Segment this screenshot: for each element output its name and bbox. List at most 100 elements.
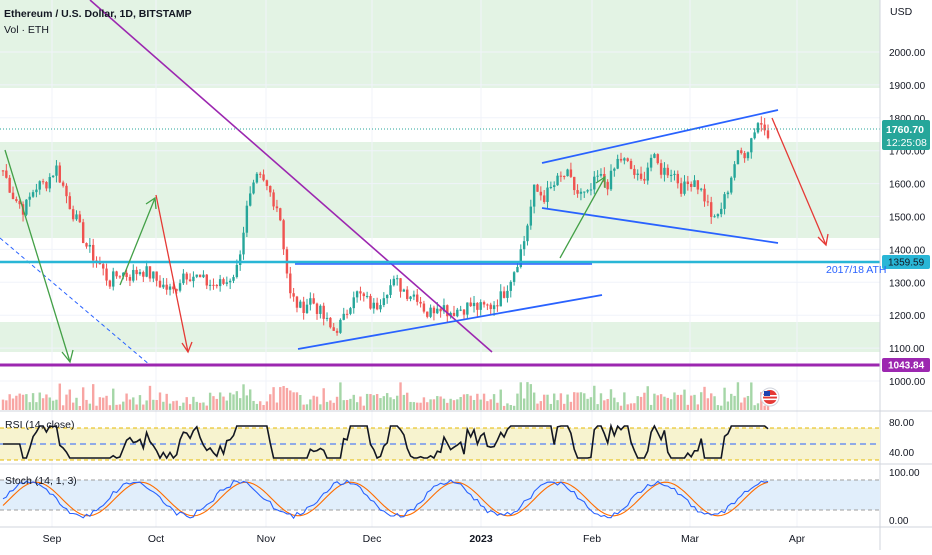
volume-bar bbox=[623, 392, 626, 410]
volume-bar bbox=[31, 393, 35, 410]
time-axis[interactable]: Sep Oct Nov Dec 2023 Feb Mar Apr bbox=[43, 533, 806, 545]
volume-bar bbox=[279, 387, 282, 410]
volume-bar bbox=[342, 400, 345, 410]
volume-bar bbox=[392, 399, 396, 410]
volume-bar bbox=[305, 404, 309, 410]
symbol-header[interactable]: Ethereum / U.S. Dollar, 1D, BITSTAMP Vol… bbox=[4, 6, 192, 38]
candle-body bbox=[596, 175, 599, 177]
volume-bar bbox=[486, 401, 489, 410]
channel-lower-line[interactable] bbox=[541, 207, 779, 244]
stoch-pane[interactable] bbox=[0, 479, 880, 520]
volume-bar bbox=[456, 399, 459, 410]
volume-bar bbox=[703, 386, 706, 410]
volume-legend[interactable]: Vol · ETH bbox=[4, 24, 49, 36]
volume-bar bbox=[659, 394, 663, 410]
symbol-title[interactable]: Ethereum / U.S. Dollar, 1D, BITSTAMP bbox=[4, 8, 192, 20]
volume-bar bbox=[198, 402, 202, 410]
candle-body bbox=[526, 225, 529, 242]
green-arrow-2[interactable] bbox=[119, 196, 157, 286]
ath-level-tag bbox=[882, 255, 930, 269]
support-level-tag bbox=[882, 358, 930, 372]
candle-body bbox=[426, 311, 429, 317]
candle-body bbox=[516, 266, 519, 273]
volume-bar bbox=[312, 395, 315, 410]
candle-body bbox=[128, 277, 132, 281]
candle-body bbox=[372, 302, 376, 309]
volume-bar bbox=[546, 394, 549, 410]
ascending-support-line[interactable] bbox=[297, 294, 603, 350]
candle-body bbox=[743, 153, 746, 159]
volume-bar bbox=[71, 402, 75, 410]
volume-bar bbox=[556, 400, 559, 410]
red-arrow-1[interactable] bbox=[155, 194, 193, 354]
volume-bar bbox=[329, 400, 332, 410]
candle-body bbox=[31, 192, 35, 197]
price-tick-label: 1300.00 bbox=[889, 278, 926, 289]
volume-bar bbox=[633, 403, 636, 410]
stoch-label[interactable]: Stoch (14, 1, 3) bbox=[5, 475, 77, 487]
ath-level-value: 1359.59 bbox=[888, 258, 925, 269]
volume-bar bbox=[262, 405, 265, 410]
green-arrow-3[interactable] bbox=[559, 175, 606, 259]
candle-body bbox=[536, 184, 539, 192]
volume-bar bbox=[522, 398, 526, 410]
rsi-tick-label: 80.00 bbox=[889, 418, 914, 429]
candle-body bbox=[118, 276, 122, 278]
price-axis[interactable]: USD 2000.00 1900.00 1800.00 1700.00 1600.00 1… bbox=[882, 6, 930, 527]
candle-body bbox=[15, 199, 18, 201]
candle-body bbox=[162, 284, 165, 288]
candle-body bbox=[606, 181, 609, 190]
volume-bar bbox=[583, 393, 586, 410]
candle-body bbox=[432, 307, 436, 314]
volume-bar bbox=[172, 401, 175, 410]
volume-bar bbox=[81, 387, 85, 410]
volume-bar bbox=[175, 400, 178, 410]
candle-body bbox=[556, 175, 559, 186]
last-price-tag bbox=[882, 120, 930, 150]
candle-body bbox=[41, 181, 45, 183]
rsi-pane[interactable] bbox=[0, 422, 880, 461]
candle-body bbox=[713, 216, 716, 218]
candle-body bbox=[669, 174, 673, 176]
volume-bar bbox=[165, 393, 168, 410]
volume-bar bbox=[138, 395, 142, 410]
candle-body bbox=[539, 191, 543, 196]
volume-bar bbox=[509, 405, 512, 410]
volume-bar bbox=[710, 393, 713, 410]
volume-bar bbox=[65, 394, 68, 410]
candle-body bbox=[566, 169, 569, 177]
volume-bar bbox=[218, 392, 222, 410]
candle-body bbox=[312, 298, 315, 304]
volume-bar bbox=[416, 402, 419, 410]
volume-bar bbox=[616, 402, 619, 410]
candle-body bbox=[345, 313, 349, 315]
us-flag-icon[interactable] bbox=[760, 387, 780, 407]
candle-body bbox=[649, 157, 653, 168]
stoch-k-line bbox=[2, 479, 769, 520]
red-arrow-2[interactable] bbox=[771, 117, 829, 247]
candle-body bbox=[466, 302, 469, 315]
volume-bar bbox=[726, 401, 730, 410]
time-axis-label: Apr bbox=[789, 533, 806, 545]
volume-bar bbox=[155, 399, 158, 410]
candle-body bbox=[309, 298, 312, 305]
candle-body bbox=[85, 243, 88, 247]
volume-bar bbox=[730, 393, 733, 410]
candle-body bbox=[335, 330, 339, 333]
green-arrow-1[interactable] bbox=[4, 149, 74, 364]
descending-trendline-purple[interactable] bbox=[89, 0, 493, 353]
drawings[interactable] bbox=[0, 0, 880, 367]
volume-bar bbox=[452, 400, 456, 410]
volume-bar bbox=[232, 394, 235, 410]
candle-body bbox=[756, 123, 760, 133]
dashed-trendline-blue[interactable] bbox=[0, 237, 151, 366]
channel-upper-line[interactable] bbox=[541, 109, 779, 164]
volume-bar bbox=[519, 382, 522, 410]
volume-bar bbox=[292, 392, 295, 410]
candle-body bbox=[61, 182, 65, 186]
volume-bar bbox=[38, 392, 41, 410]
rsi-label[interactable]: RSI (14, close) bbox=[5, 419, 74, 431]
volume-bar bbox=[112, 388, 115, 410]
